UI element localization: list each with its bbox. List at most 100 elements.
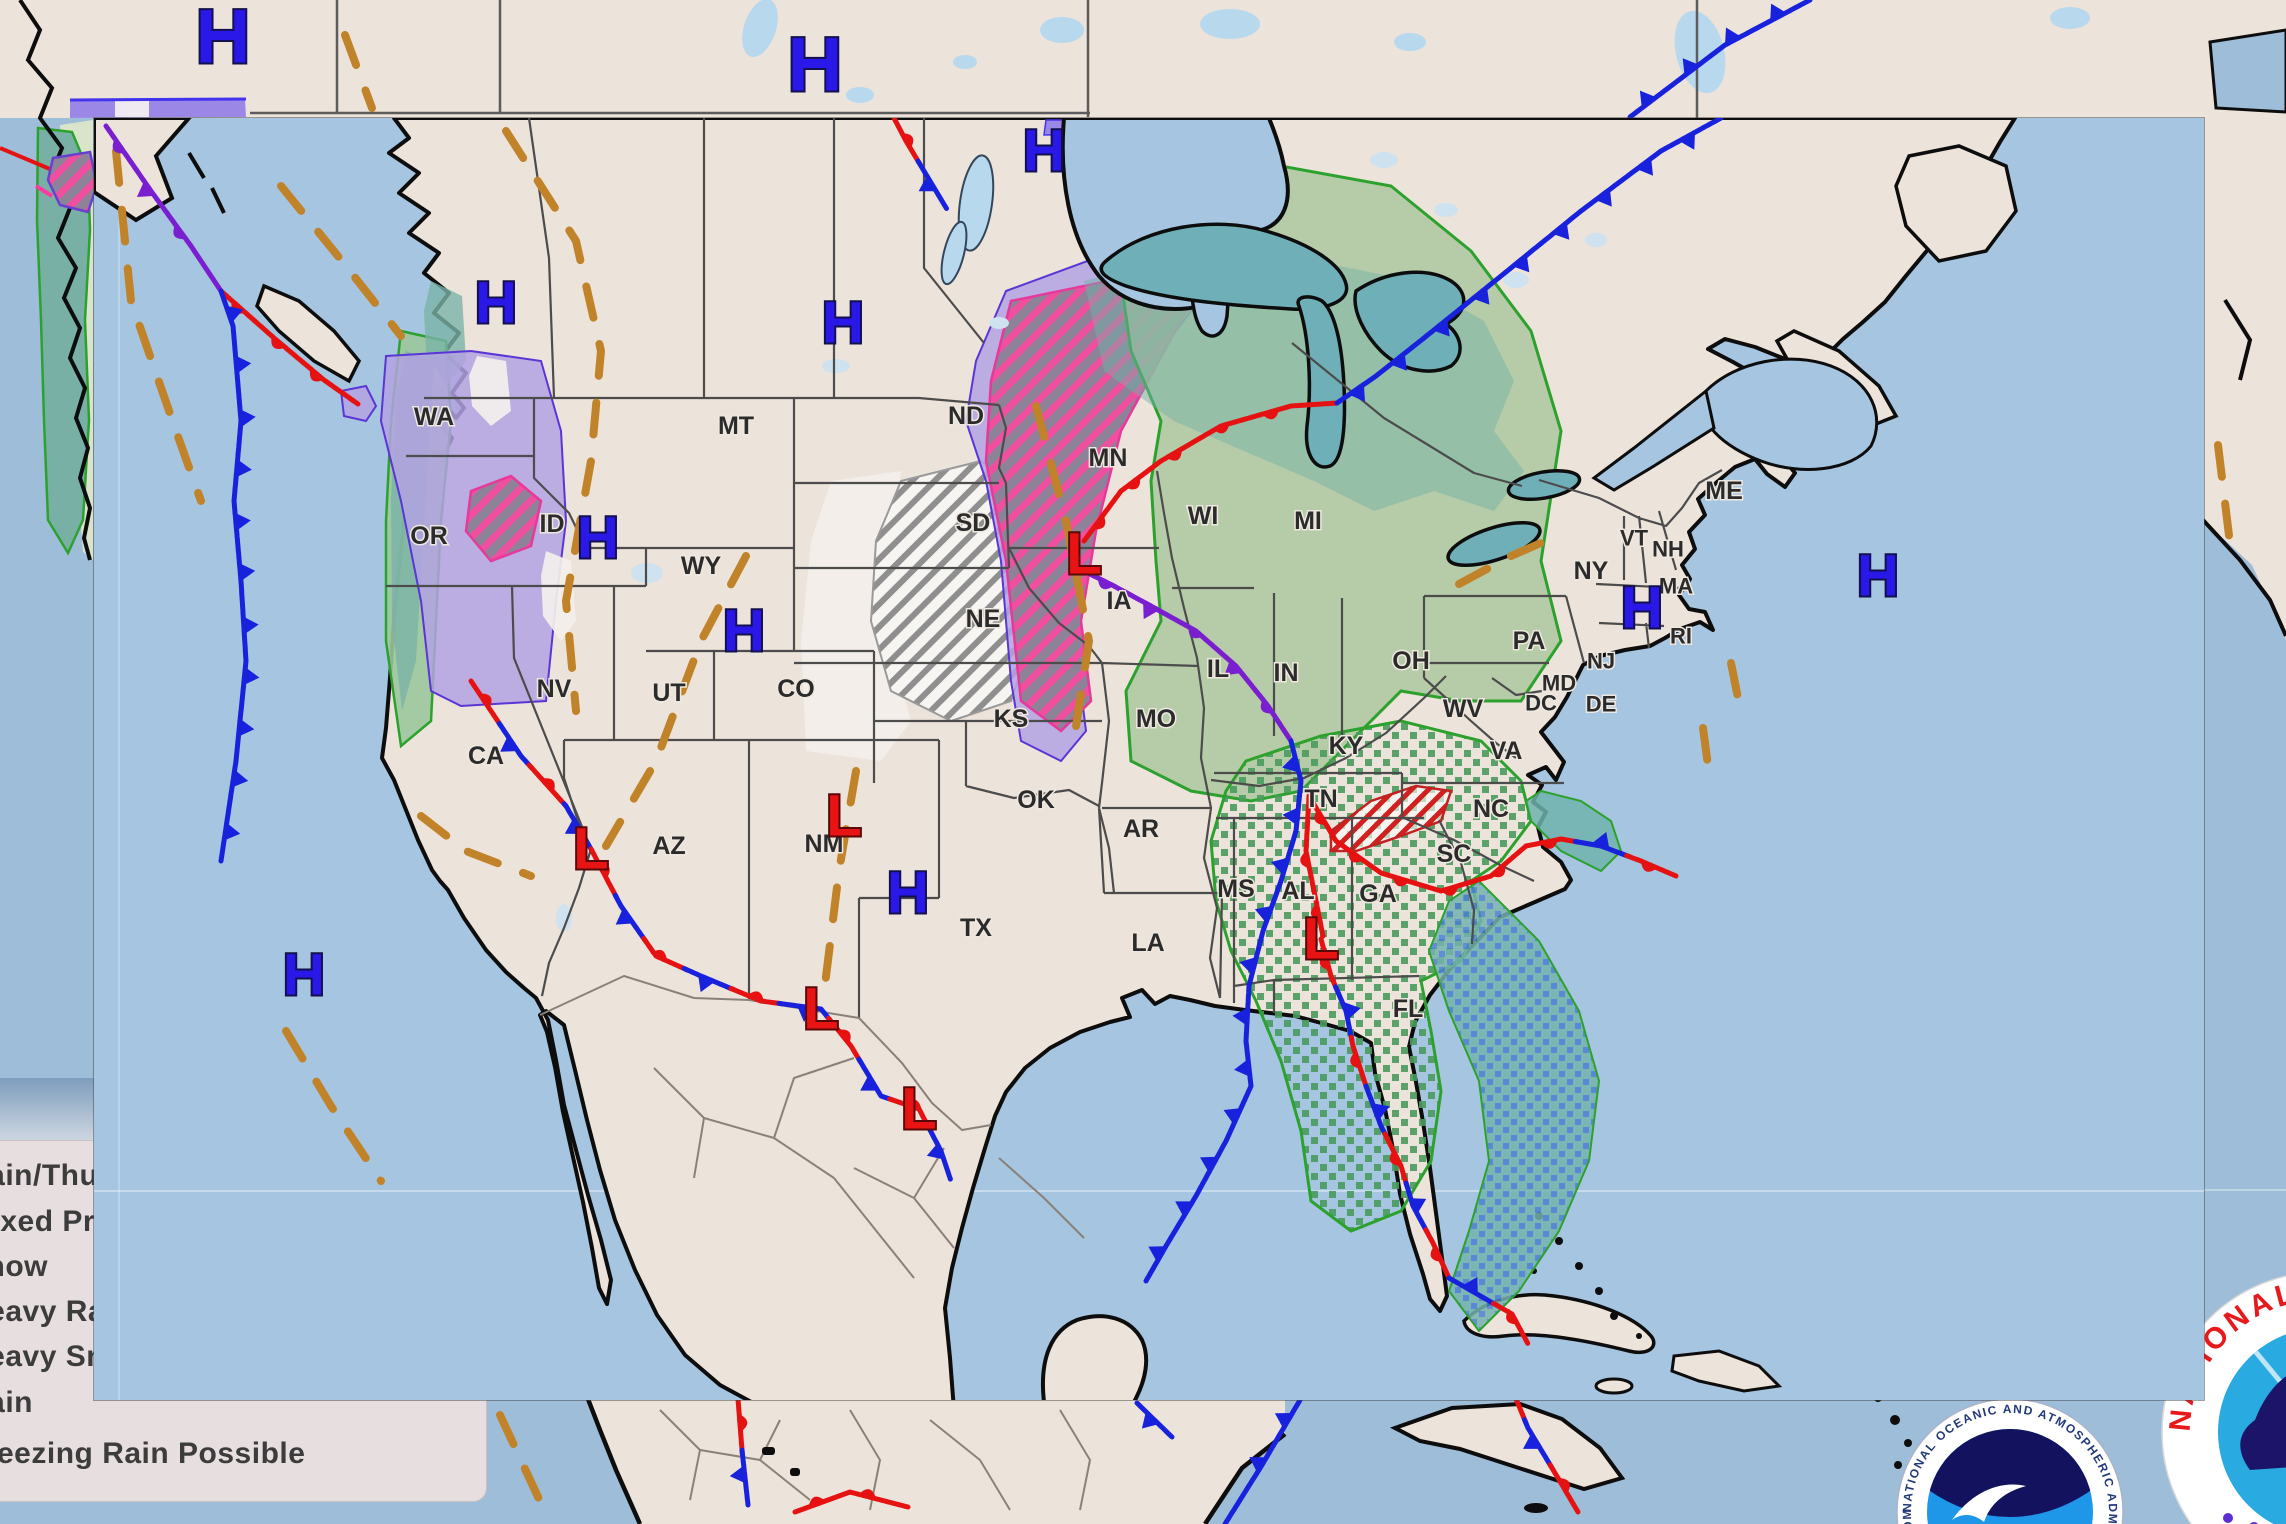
state-label-NC: NC [1473,795,1509,823]
bg-borders [250,0,2286,321]
cold-front [1143,738,1304,1284]
stationary-front [891,118,949,211]
state-label-WY: WY [681,552,722,580]
occluded-front [1081,568,1294,744]
trough-line [417,812,535,880]
state-label-MT: MT [718,412,754,440]
stationary-front [468,678,953,1182]
high-pressure-symbol: H [887,861,929,926]
bg-cuba [1389,1401,1626,1492]
state-label-KY: KY [1329,732,1364,760]
trough-line [1727,659,1742,702]
trough-line [341,31,376,112]
high-pressure-symbol: H [723,599,765,664]
high-pressure-symbol: H [822,291,864,356]
state-label-NH: NH [1652,537,1684,562]
state-label-RI: RI [1670,624,1692,649]
state-label-WI: WI [1188,502,1219,530]
warm-front [1081,400,1340,544]
bg-left-coast [0,0,99,561]
state-label-DC: DC [1525,691,1557,716]
state-label-GA: GA [1359,880,1397,908]
state-label-AL: AL [1281,877,1314,905]
trough-line [1455,532,1561,588]
region-se-offshore-storms [1427,879,1601,1333]
state-label-IL: IL [1207,655,1229,683]
trough-line [282,1027,385,1185]
region-nw-heavy-snow [464,474,543,563]
state-borders [386,118,1723,1279]
state-label-CO: CO [777,675,815,703]
state-label-NM: NM [805,830,844,858]
state-label-LA: LA [1131,929,1164,957]
state-label-MD: MD [1542,671,1576,696]
high-pressure-symbol: H [577,506,619,571]
bg-bottom-land [585,1350,1929,1524]
bg-cold-front [1222,1397,1303,1524]
cold-front [1334,118,1724,406]
state-label-FL: FL [1393,995,1424,1023]
trough-line [112,147,205,505]
state-label-MA: MA [1659,574,1693,599]
state-label-PA: PA [1513,627,1546,655]
warm-front [1300,793,1326,939]
state-label-ND: ND [948,402,984,430]
state-label-WA: WA [414,403,454,431]
high-pressure-symbol: H [196,0,251,80]
trough-line [819,767,860,1005]
low-pressure-symbol: L [901,1077,936,1142]
bg-ocean-seam [0,1078,94,1142]
state-label-TN: TN [1304,785,1337,813]
occluded-front [103,123,224,294]
bg-stationary-front [729,1396,751,1508]
state-label-VA: VA [1490,737,1523,765]
state-label-TX: TX [960,914,992,942]
state-label-OK: OK [1017,786,1055,814]
bg-cold-front [1134,1400,1175,1440]
legend-item: Freezing Rain Possible [0,1437,306,1470]
region-nc-offshore-teal [1524,789,1623,873]
legend-item: Rain [0,1386,34,1419]
state-label-SD: SD [956,509,991,537]
state-label-SC: SC [1437,840,1472,868]
state-label-MN: MN [1089,444,1128,472]
low-pressure-symbol: L [573,817,608,882]
forecast-map: WA OR ID MT WY NV UT CA AZ NM CO KS NE SD ND MN WI MI IA IL… [93,117,2205,1401]
trough-line [277,182,405,340]
bg-cold-front [1627,0,1813,120]
lake-erie [1446,520,1542,568]
high-pressure-symbol: H [1621,576,1663,641]
trough-line [1032,402,1094,750]
cold-front [218,288,260,864]
low-pressure-symbol: L [1066,522,1101,587]
high-pressure-symbol: H [788,23,843,108]
state-label-OH: OH [1392,647,1430,675]
lake-michigan [1296,295,1347,469]
legend-item: Snow [0,1250,48,1283]
region-nw-dry-cutout-2 [541,551,576,641]
bg-warm-front [792,1489,911,1515]
state-label-UT: UT [652,679,685,707]
high-pressure-symbol: H [283,943,325,1008]
lake-ontario [1506,469,1582,501]
trough-line [496,1411,549,1516]
state-label-WV: WV [1443,695,1484,723]
state-label-ME: ME [1705,477,1743,505]
state-label-MO: MO [1136,705,1176,733]
state-label-KS: KS [994,705,1029,733]
state-label-VT: VT [1620,526,1649,551]
stationary-front [1318,936,1531,1346]
warm-front [1306,793,1529,896]
state-label-ID: ID [540,510,565,538]
lake-huron [1353,270,1466,373]
lake-superior [1099,222,1349,311]
state-label-NE: NE [966,605,1001,633]
state-label-AZ: AZ [652,832,685,860]
stationary-front [1523,832,1679,879]
state-label-NY: NY [1574,557,1609,585]
bg-land-top [0,0,2286,118]
region-nw-dry-cutout-1 [469,356,511,426]
state-label-NJ: NJ [1587,649,1615,674]
gulf-st-lawrence [1700,357,1879,471]
